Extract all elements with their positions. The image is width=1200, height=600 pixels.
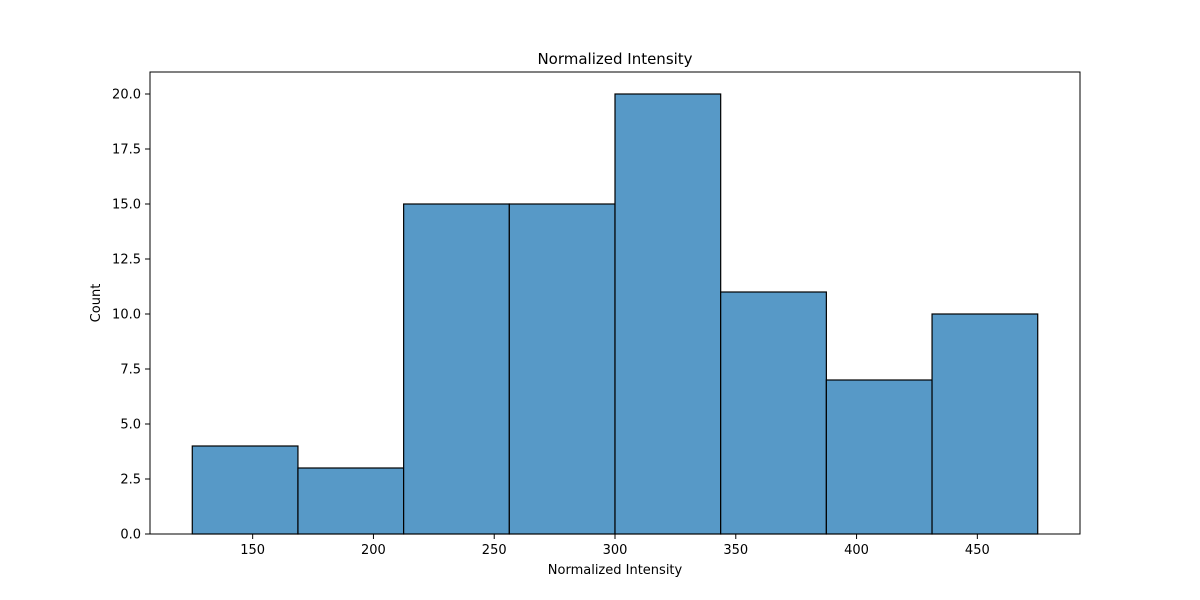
y-tick-label-7: 15.0	[112, 198, 141, 213]
x-tick-label-2: 200	[361, 543, 386, 558]
histogram-bar-8	[931, 313, 1039, 535]
x-tick-label-7: 450	[965, 543, 990, 558]
x-tick-label-3: 250	[482, 543, 507, 558]
x-tick-label-4: 300	[603, 543, 628, 558]
bars-layer	[191, 93, 1039, 535]
histogram-bar-1	[191, 445, 299, 535]
y-tick-label-4: 7.5	[120, 363, 141, 378]
y-axis-label: Count	[89, 284, 104, 323]
chart-title: Normalized Intensity	[537, 50, 692, 68]
histogram-bar-2	[297, 467, 405, 535]
x-axis-ticks: 150 200 250 300 350 400 450	[240, 534, 990, 558]
x-tick-label-1: 150	[240, 543, 265, 558]
x-tick-label-5: 350	[723, 543, 748, 558]
y-tick-label-1: 0.0	[120, 528, 141, 543]
x-tick-label-6: 400	[844, 543, 869, 558]
histogram-bar-4	[508, 203, 616, 535]
histogram-bar-3	[403, 203, 510, 535]
y-tick-label-6: 12.5	[112, 253, 141, 268]
histogram-bar-7	[825, 379, 933, 535]
histogram-bar-5	[614, 93, 722, 535]
histogram-bar-6	[720, 291, 827, 535]
y-tick-label-8: 17.5	[112, 143, 141, 158]
y-tick-label-3: 5.0	[120, 418, 141, 433]
y-axis-ticks: 0.0 2.5 5.0 7.5 10.0 12.5 15.0 17.5 20.0	[112, 88, 150, 543]
y-tick-label-2: 2.5	[120, 473, 141, 488]
y-tick-label-9: 20.0	[112, 88, 141, 103]
x-axis-label: Normalized Intensity	[548, 563, 683, 578]
y-tick-label-5: 10.0	[112, 308, 141, 323]
